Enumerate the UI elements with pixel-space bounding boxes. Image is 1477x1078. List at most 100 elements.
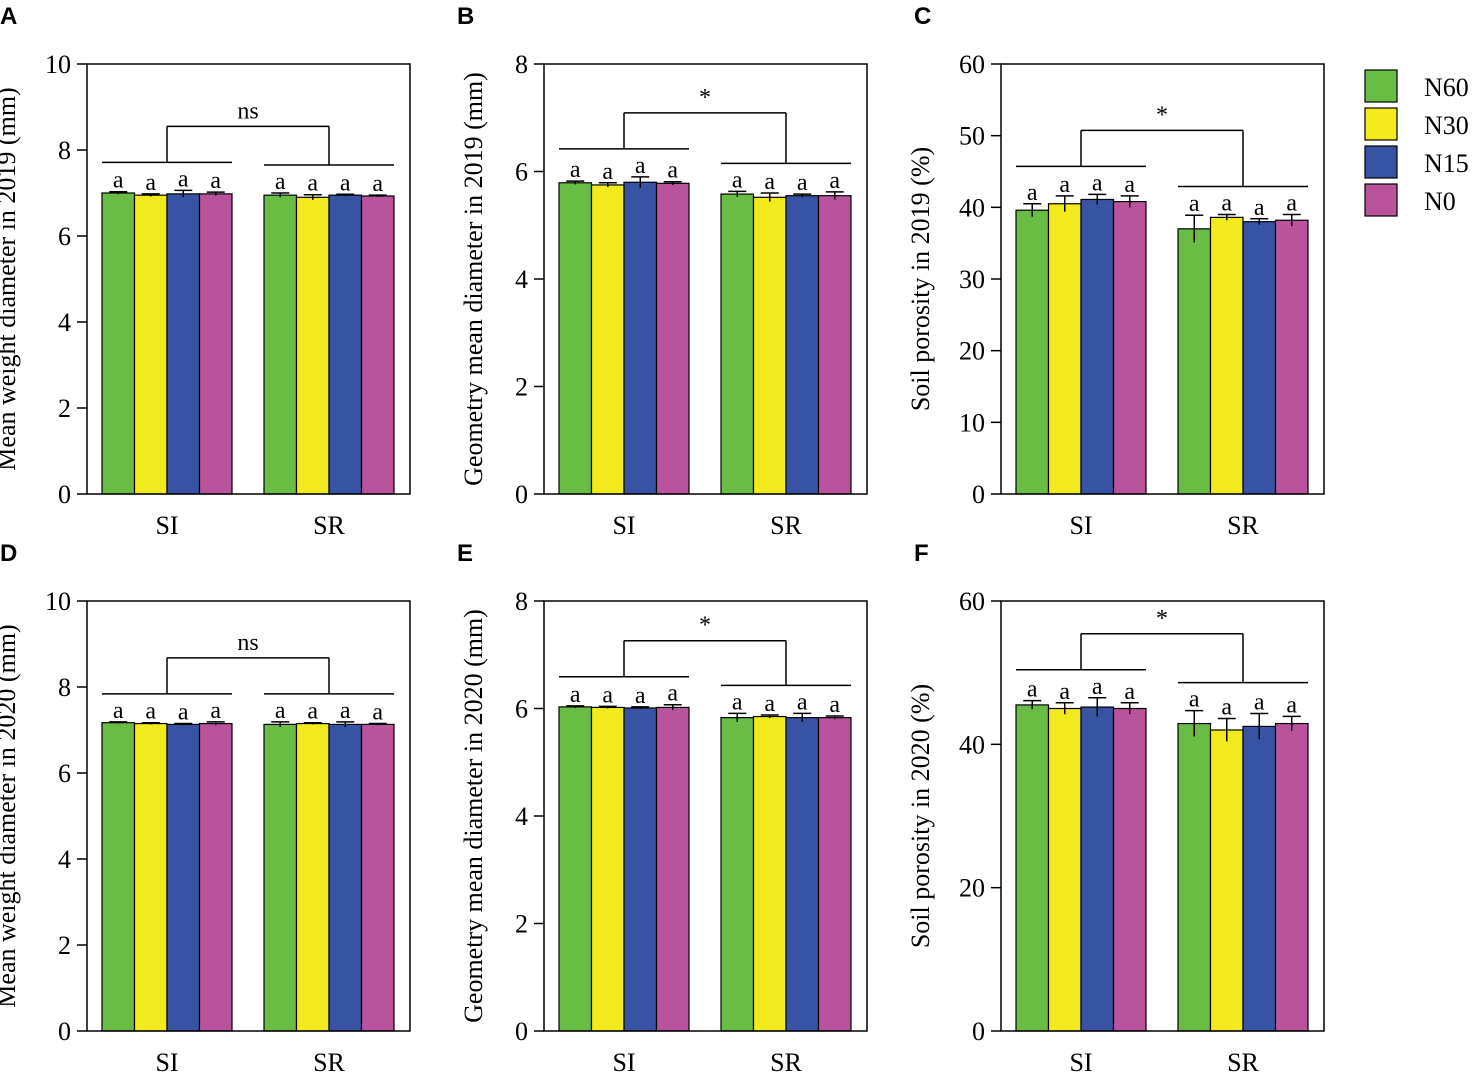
- significance-letter: a: [829, 168, 840, 194]
- y-axis-label: Mean weight diameter in 2020 (mm): [0, 624, 21, 1007]
- y-tick-label: 0: [972, 480, 985, 509]
- bar-N0-SR: [360, 195, 395, 495]
- bar-N30-SI: [1047, 203, 1082, 495]
- bar-N15-SI: [166, 723, 201, 1032]
- y-tick-label: 60: [959, 587, 985, 616]
- bar-N60-SI: [1015, 209, 1050, 495]
- bar-N0-SI: [655, 706, 690, 1032]
- bar-N0-SI: [1112, 201, 1147, 495]
- significance-letter: a: [1254, 690, 1265, 716]
- plot-frame: [86, 63, 411, 495]
- significance-letter: a: [307, 171, 318, 197]
- significance-label: *: [1156, 606, 1168, 632]
- y-axis-label: Geometry mean diameter in 2019 (mm): [459, 72, 488, 486]
- bar-N15-SR: [785, 717, 820, 1032]
- significance-letter: a: [667, 158, 678, 184]
- y-tick-label: 8: [515, 50, 528, 79]
- significance-letter: a: [275, 169, 286, 195]
- bar-N60-SR: [1177, 722, 1212, 1032]
- y-tick-label: 6: [58, 222, 71, 251]
- y-axis-label: Soil porosity in 2019 (%): [906, 147, 935, 411]
- significance-letter: a: [178, 700, 189, 726]
- panel-label: A: [0, 3, 17, 30]
- bar-N30-SI: [133, 722, 168, 1032]
- x-tick-label: SI: [612, 511, 635, 540]
- y-tick-label: 8: [58, 136, 71, 165]
- panel-label: C: [914, 3, 931, 30]
- plot-frame: [86, 600, 411, 1032]
- bar-N30-SR: [1209, 729, 1244, 1032]
- legend-swatch-N30: [1364, 107, 1398, 141]
- y-tick-label: 20: [959, 337, 985, 366]
- legend-swatch-N0: [1364, 183, 1398, 217]
- bar-N60-SR: [263, 723, 298, 1032]
- significance-letter: a: [1092, 674, 1103, 700]
- significance-letter: a: [1286, 692, 1297, 718]
- y-tick-label: 10: [45, 50, 71, 79]
- legend-label: N60: [1424, 73, 1469, 102]
- y-axis-label: Geometry mean diameter in 2020 (mm): [459, 609, 488, 1023]
- bar-N30-SR: [752, 715, 787, 1032]
- y-axis-label: Mean weight diameter in 2019 (mm): [0, 87, 21, 470]
- significance-label: *: [699, 613, 711, 639]
- x-tick-label: SR: [313, 1048, 345, 1077]
- bar-N60-SI: [558, 182, 593, 495]
- legend-label: N0: [1424, 187, 1456, 216]
- x-tick-label: SI: [155, 511, 178, 540]
- legend-swatch-N60: [1364, 69, 1398, 103]
- significance-letter: a: [732, 167, 743, 193]
- significance-letter: a: [210, 698, 221, 724]
- bar-N0-SR: [1274, 722, 1309, 1032]
- significance-letter: a: [1059, 679, 1070, 705]
- significance-letter: a: [1221, 191, 1232, 217]
- significance-letter: a: [113, 168, 124, 194]
- bar-N15-SR: [785, 195, 820, 495]
- y-tick-label: 2: [515, 373, 528, 402]
- bar-N15-SI: [166, 193, 201, 495]
- bar-N30-SI: [133, 194, 168, 495]
- bar-N30-SI: [1047, 707, 1082, 1032]
- y-tick-label: 40: [959, 730, 985, 759]
- y-axis-label: Soil porosity in 2020 (%): [906, 684, 935, 948]
- panel-label: F: [914, 540, 929, 567]
- significance-letter: a: [764, 169, 775, 195]
- y-tick-label: 4: [58, 308, 71, 337]
- significance-letter: a: [635, 683, 646, 709]
- bar-N15-SR: [328, 723, 363, 1032]
- bar-N0-SR: [360, 723, 395, 1032]
- significance-label: ns: [237, 630, 258, 656]
- bar-N30-SR: [295, 196, 330, 495]
- significance-letter: a: [178, 166, 189, 192]
- significance-letter: a: [1189, 191, 1200, 217]
- y-tick-label: 8: [515, 587, 528, 616]
- significance-letter: a: [210, 168, 221, 194]
- significance-letter: a: [635, 153, 646, 179]
- y-tick-label: 0: [58, 480, 71, 509]
- bar-N0-SI: [1112, 707, 1147, 1032]
- y-tick-label: 10: [959, 408, 985, 437]
- x-tick-label: SI: [1069, 511, 1092, 540]
- significance-letter: a: [1092, 170, 1103, 196]
- significance-letter: a: [570, 682, 581, 708]
- significance-letter: a: [1124, 679, 1135, 705]
- bar-N30-SI: [590, 184, 625, 495]
- significance-letter: a: [1027, 180, 1038, 206]
- significance-letter: a: [570, 157, 581, 183]
- significance-letter: a: [145, 699, 156, 725]
- y-tick-label: 10: [45, 587, 71, 616]
- legend-swatch-N15: [1364, 145, 1398, 179]
- bar-N30-SI: [590, 706, 625, 1032]
- significance-letter: a: [1124, 172, 1135, 198]
- y-tick-label: 2: [58, 931, 71, 960]
- bar-N0-SI: [198, 193, 233, 495]
- y-tick-label: 2: [58, 394, 71, 423]
- significance-letter: a: [1189, 687, 1200, 713]
- bar-N60-SI: [1015, 704, 1050, 1032]
- bar-N0-SR: [817, 195, 852, 495]
- significance-letter: a: [1027, 677, 1038, 703]
- y-tick-label: 6: [515, 695, 528, 724]
- panel-label: D: [0, 540, 17, 567]
- panel-label: E: [457, 540, 473, 567]
